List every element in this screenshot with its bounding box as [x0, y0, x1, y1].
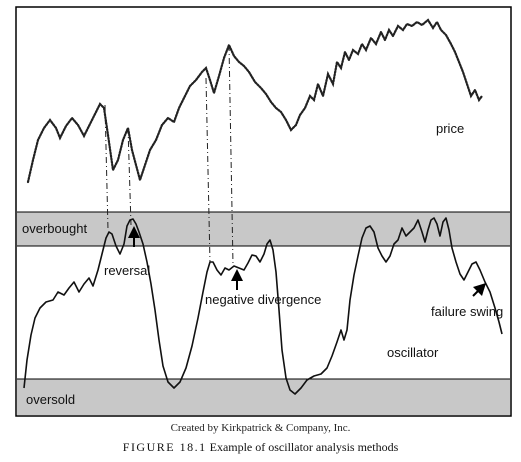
connector-lines [104, 44, 234, 266]
overbought-label: overbought [22, 221, 87, 236]
oscillator-diagram: overbought oversold price oscillator rev… [15, 6, 512, 417]
figure-caption: FIGURE 18.1 Example of oscillator analys… [0, 440, 521, 455]
divergence-arrow [231, 269, 243, 290]
figure-number: FIGURE 18.1 [122, 440, 207, 454]
failure-swing-label: failure swing [431, 304, 503, 319]
price-label: price [436, 121, 464, 136]
connector-line [205, 77, 211, 264]
reversal-arrow [128, 226, 140, 247]
oscillator-label: oscillator [387, 345, 439, 360]
failure-swing-arrow [472, 283, 486, 297]
connector-line [127, 127, 132, 226]
figure-credit: Created by Kirkpatrick & Company, Inc. [170, 422, 351, 434]
oversold-band [17, 379, 510, 415]
connector-line [228, 44, 234, 266]
oversold-label: oversold [26, 392, 75, 407]
price-line [26, 18, 484, 184]
connector-line [104, 104, 109, 231]
negative-divergence-label: negative divergence [205, 292, 321, 307]
overbought-band [17, 212, 510, 246]
reversal-label: reversal [104, 263, 150, 278]
oscillator-line [23, 217, 503, 395]
figure-title: Example of oscillator analysis methods [209, 440, 399, 454]
